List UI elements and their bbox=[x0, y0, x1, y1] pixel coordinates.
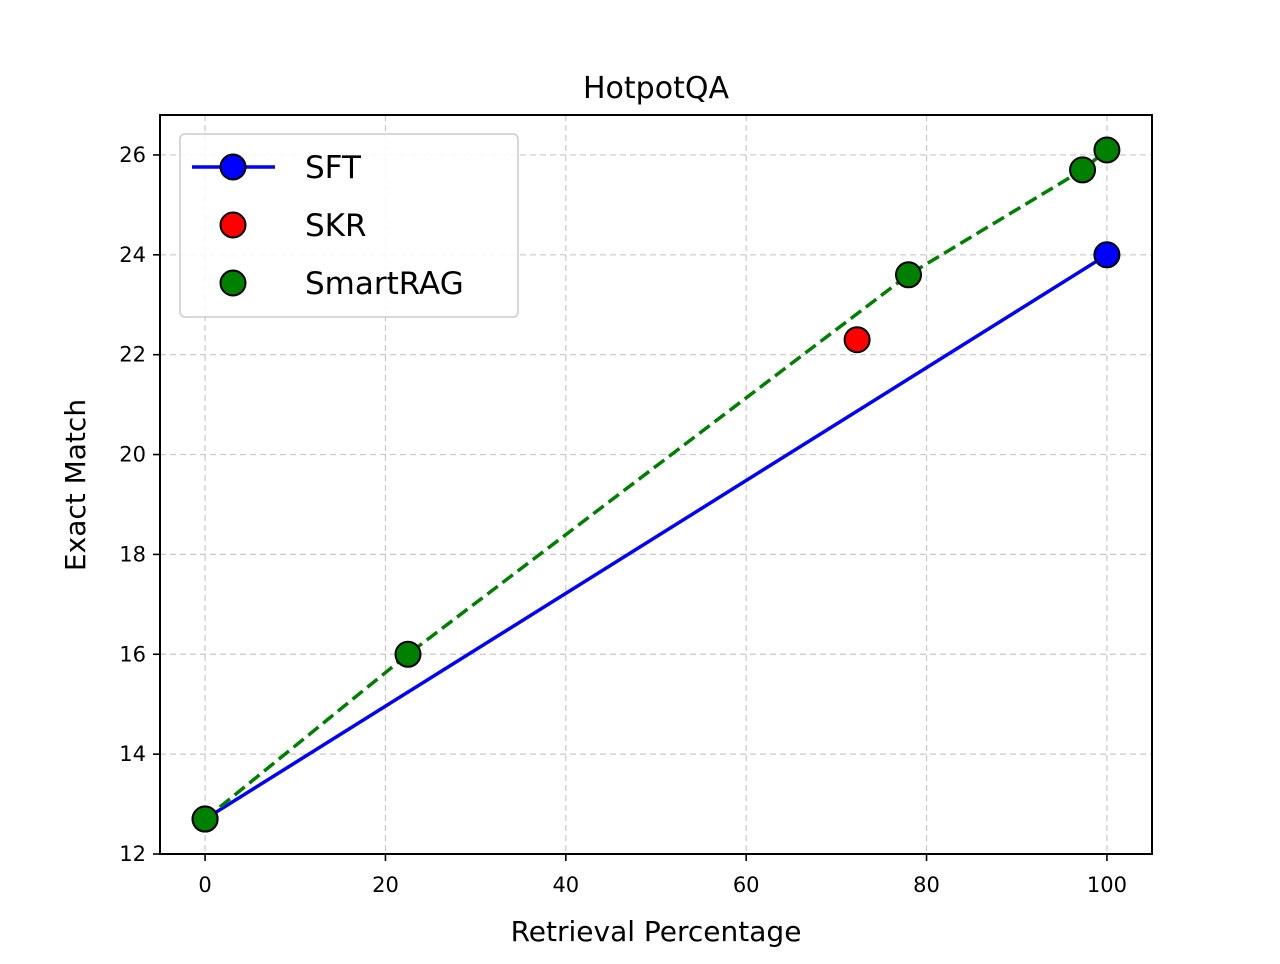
data-point-smartrag bbox=[895, 261, 923, 289]
y-tick-label: 20 bbox=[119, 443, 146, 467]
x-tick-label: 20 bbox=[372, 873, 399, 897]
y-tick-label: 24 bbox=[119, 243, 146, 267]
y-tick-label: 26 bbox=[119, 143, 146, 167]
series-layer bbox=[191, 136, 1121, 833]
x-tick-label: 60 bbox=[733, 873, 760, 897]
legend-marker-skr bbox=[219, 211, 247, 239]
legend-label-sft: SFT bbox=[305, 150, 362, 186]
data-point-smartrag bbox=[1093, 136, 1121, 164]
legend-marker-smartrag bbox=[219, 269, 247, 297]
legend-label-skr: SKR bbox=[305, 208, 367, 244]
y-tick-label: 16 bbox=[119, 642, 146, 666]
y-tick-label: 12 bbox=[119, 842, 146, 866]
x-tick-label: 40 bbox=[552, 873, 579, 897]
series-line-sft bbox=[204, 253, 1108, 821]
y-tick-label: 14 bbox=[119, 742, 146, 766]
y-tick-label: 22 bbox=[119, 343, 146, 367]
data-point-sft bbox=[1093, 241, 1121, 269]
axes: 0 20 40 60 80 100 12 14 16 18 20 22 24 26 bbox=[119, 114, 1153, 897]
legend-box bbox=[179, 133, 519, 318]
legend: SFT SKR SmartRAG bbox=[179, 133, 519, 318]
x-tick-label: 80 bbox=[913, 873, 940, 897]
legend-label-smartrag: SmartRAG bbox=[305, 266, 464, 302]
x-tick-label: 0 bbox=[198, 873, 211, 897]
x-tick-label: 100 bbox=[1087, 873, 1127, 897]
y-axis-label: Exact Match bbox=[59, 399, 92, 571]
plot-frame bbox=[159, 114, 1153, 855]
data-point-smartrag bbox=[191, 805, 219, 833]
y-tick-label: 18 bbox=[119, 542, 146, 566]
data-point-skr bbox=[843, 326, 871, 354]
legend-marker-sft bbox=[219, 153, 247, 181]
data-point-smartrag bbox=[394, 640, 422, 668]
chart-title: HotpotQA bbox=[583, 71, 729, 106]
x-axis-label: Retrieval Percentage bbox=[511, 915, 802, 948]
data-point-smartrag bbox=[1069, 156, 1097, 184]
